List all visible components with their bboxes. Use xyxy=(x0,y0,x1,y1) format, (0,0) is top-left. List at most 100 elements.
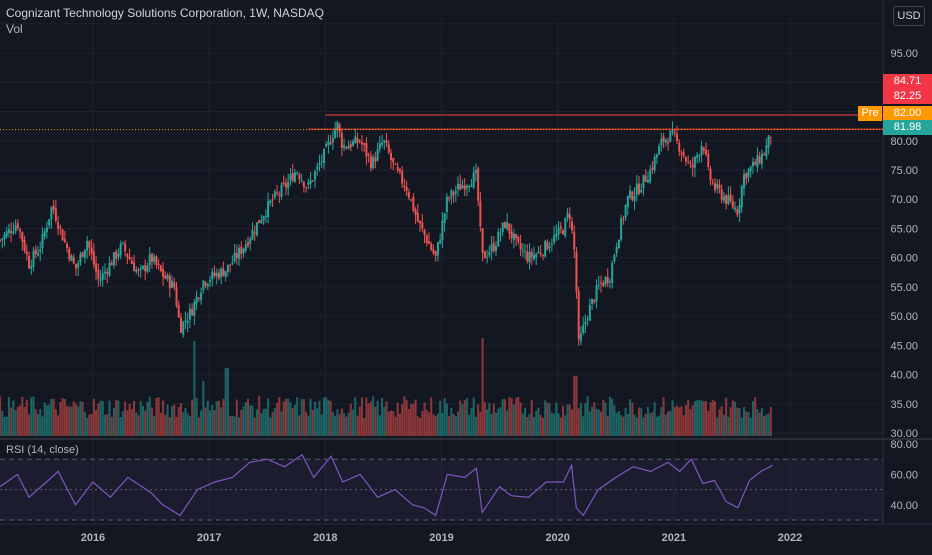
candle-body xyxy=(63,238,66,242)
candle-body xyxy=(0,239,1,241)
candle-body xyxy=(454,190,457,194)
currency-button[interactable]: USD xyxy=(893,6,925,26)
candle-body xyxy=(215,272,218,277)
candle-body xyxy=(267,200,270,217)
candle-body xyxy=(269,200,272,204)
time-tick-label: 2022 xyxy=(778,532,802,544)
volume-bar xyxy=(405,399,408,436)
rsi-line xyxy=(0,453,773,517)
volume-bar xyxy=(725,397,728,436)
volume-bar xyxy=(284,398,287,436)
volume-bar xyxy=(32,396,35,436)
candle-body xyxy=(322,148,325,164)
candle-body xyxy=(441,220,444,240)
candle-body xyxy=(720,189,723,200)
volume-bar xyxy=(34,409,37,436)
volume-bar xyxy=(52,398,55,436)
volume-bar xyxy=(586,396,589,436)
volume-bar xyxy=(139,400,142,436)
candle-body xyxy=(713,183,716,190)
candle-body xyxy=(224,271,227,278)
price-tick-label: 70.00 xyxy=(890,194,918,206)
candle-body xyxy=(457,183,460,190)
volume-bar xyxy=(171,406,174,436)
candle-body xyxy=(620,218,623,240)
time-tick-label: 2020 xyxy=(545,532,569,544)
candle-body xyxy=(582,325,585,334)
volume-bar xyxy=(137,415,140,436)
candle-body xyxy=(483,251,486,259)
candle-body xyxy=(112,252,115,266)
volume-bar xyxy=(731,400,734,436)
price-tick-label: 45.00 xyxy=(890,340,918,352)
volume-bar xyxy=(519,402,522,436)
volume-bar xyxy=(419,417,422,436)
volume-bar xyxy=(472,397,475,436)
volume-bar xyxy=(162,400,165,436)
volume-bar xyxy=(539,415,542,436)
candle-body xyxy=(10,231,13,234)
rsi-tick-label: 60.00 xyxy=(890,469,918,481)
price-tag-pre: 82.00 xyxy=(883,106,932,121)
candle-body xyxy=(687,161,690,163)
candle-body xyxy=(34,249,37,255)
volume-bar xyxy=(533,417,536,436)
candle-body xyxy=(130,260,133,264)
volume-bar xyxy=(468,414,471,436)
candle-body xyxy=(318,163,321,165)
candle-body xyxy=(673,132,676,134)
candle-body xyxy=(327,140,330,146)
volume-bar xyxy=(334,415,337,436)
price-tick-label: 75.00 xyxy=(890,165,918,177)
candle-body xyxy=(477,168,480,201)
rsi-tick-label: 40.00 xyxy=(890,500,918,512)
volume-bar xyxy=(588,411,591,436)
price-tag-prev: 82.25 xyxy=(883,89,932,104)
candle-body xyxy=(646,180,649,183)
volume-bar xyxy=(432,414,435,436)
volume-bar xyxy=(555,402,558,436)
volume-bar xyxy=(398,413,401,436)
candle-body xyxy=(436,242,439,256)
candle-body xyxy=(164,275,167,279)
candle-body xyxy=(3,234,6,240)
candle-body xyxy=(383,140,386,143)
volume-bar xyxy=(680,406,683,436)
volume-bar xyxy=(734,401,737,436)
volume-bar xyxy=(689,409,692,436)
candle-body xyxy=(175,287,178,306)
candle-body xyxy=(729,194,732,202)
volume-bar xyxy=(450,407,453,436)
price-tick-label: 35.00 xyxy=(890,399,918,411)
candle-body xyxy=(378,143,381,149)
candle-body xyxy=(50,207,53,220)
volume-bar xyxy=(403,396,406,436)
volume-bar xyxy=(557,413,560,436)
candle-body xyxy=(255,222,258,236)
candle-body xyxy=(146,265,149,272)
candle-body xyxy=(736,209,739,215)
volume-bar xyxy=(217,400,220,436)
candle-body xyxy=(260,220,263,223)
candle-body xyxy=(747,169,750,177)
candle-body xyxy=(45,227,48,232)
volume-bar xyxy=(202,381,205,436)
candle-body xyxy=(300,180,303,182)
volume-bar xyxy=(16,407,19,436)
candle-body xyxy=(81,252,84,257)
volume-bar xyxy=(383,406,386,436)
volume-bar xyxy=(736,407,739,436)
candle-body xyxy=(97,269,100,279)
candle-body xyxy=(684,157,687,162)
candle-body xyxy=(434,251,437,256)
candle-body xyxy=(644,176,647,182)
candle-body xyxy=(311,180,314,182)
candle-body xyxy=(633,196,636,202)
volume-bar xyxy=(678,407,681,436)
volume-bar xyxy=(191,399,194,436)
candle-body xyxy=(550,243,553,245)
volume-bar xyxy=(314,401,317,436)
volume-bar xyxy=(651,412,654,436)
